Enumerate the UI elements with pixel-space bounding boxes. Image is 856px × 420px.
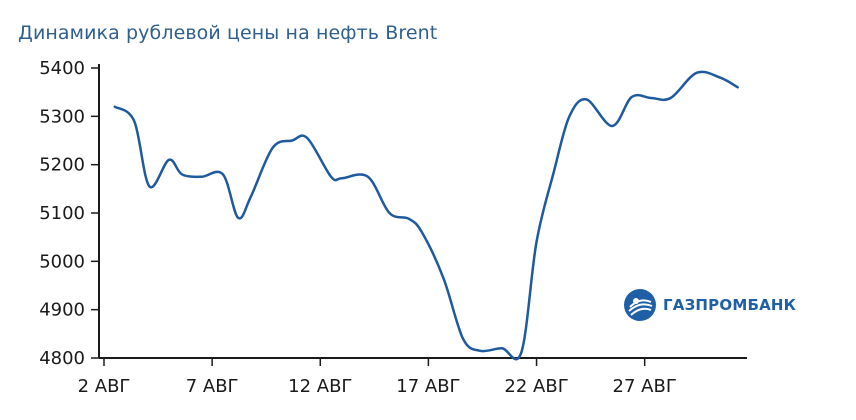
y-tick-label: 5100 [39,203,85,224]
series-line [113,70,739,361]
x-tick-label: 27 АВГ [613,376,677,397]
x-tick-label: 22 АВГ [504,376,568,397]
gazprombank-logo: ГАЗПРОМБАНК [623,288,796,322]
y-tick-label: 5000 [39,251,85,272]
y-ticks: 4800 4900 5000 5100 5200 5300 5400 [39,58,99,369]
x-tick-label: 7 АВГ [186,376,239,397]
x-tick-label: 17 АВГ [396,376,460,397]
y-tick-label: 5200 [39,155,85,176]
y-tick-label: 5300 [39,106,85,127]
x-tick-label: 2 АВГ [78,376,131,397]
chart-title: Динамика рублевой цены на нефть Brent [18,22,438,44]
x-tick-label: 12 АВГ [288,376,352,397]
y-tick-label: 4900 [39,300,85,321]
logo-text: ГАЗПРОМБАНК [663,296,797,314]
gazprombank-emblem-icon [624,289,656,321]
y-tick-label: 4800 [39,348,85,369]
y-tick-label: 5400 [39,58,85,79]
x-ticks: 2 АВГ 7 АВГ 12 АВГ 17 АВГ 22 АВГ 27 АВГ [78,358,677,397]
